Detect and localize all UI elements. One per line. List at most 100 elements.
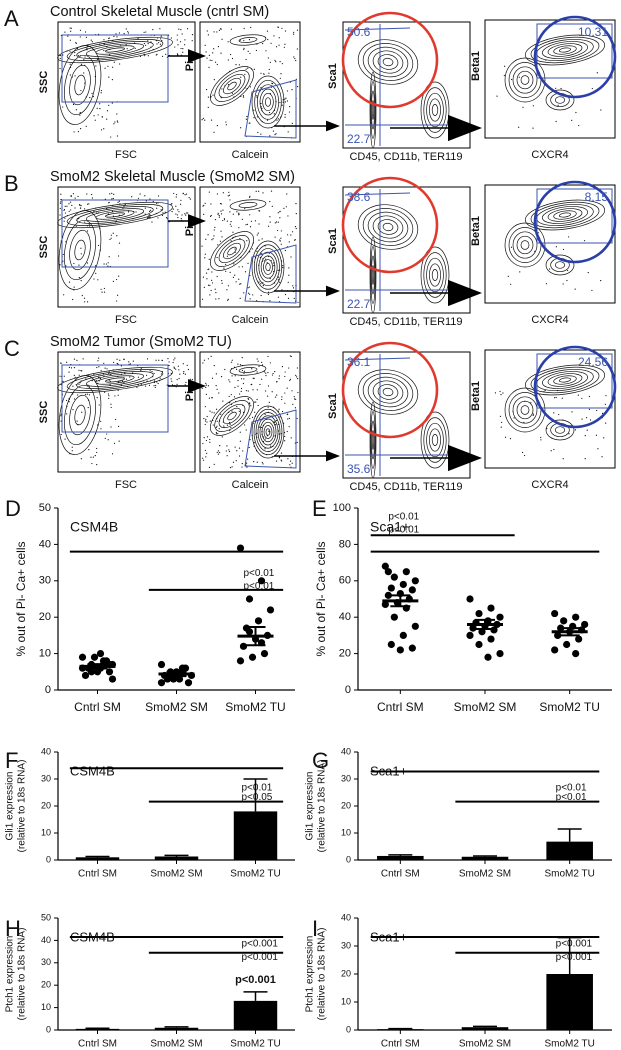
- event-dot: [149, 210, 151, 213]
- y-axis-label: % out of Pi- Ca+ cells: [14, 541, 28, 656]
- contour: [547, 43, 583, 57]
- contour: [423, 87, 447, 133]
- event-dot: [202, 442, 204, 445]
- event-dot: [145, 44, 147, 46]
- event-dot: [245, 224, 247, 226]
- event-dot: [69, 39, 71, 41]
- event-dot: [240, 127, 242, 129]
- event-dot: [216, 256, 218, 259]
- contour: [253, 244, 283, 290]
- event-dot: [189, 378, 191, 380]
- event-dot: [84, 31, 87, 33]
- event-dot: [243, 39, 245, 42]
- event-dot: [269, 135, 271, 137]
- event-dot: [156, 202, 158, 204]
- event-dot: [182, 363, 184, 365]
- event-dot: [545, 283, 548, 285]
- event-dot: [255, 49, 258, 52]
- event-dot: [149, 198, 151, 200]
- event-dot: [88, 203, 90, 205]
- event-dot: [600, 280, 602, 282]
- event-dot: [62, 253, 64, 256]
- gate: [244, 409, 297, 469]
- event-dot: [284, 116, 286, 118]
- event-dot: [175, 205, 177, 207]
- event-dot: [221, 282, 223, 284]
- contour: [263, 425, 273, 439]
- event-dot: [256, 234, 258, 236]
- x-tick-label: Cntrl SM: [381, 1039, 420, 1050]
- contour: [504, 387, 546, 433]
- event-dot: [254, 411, 256, 413]
- contour: [362, 43, 414, 81]
- event-dot: [143, 42, 145, 45]
- event-dot: [226, 289, 228, 291]
- event-dot: [80, 253, 82, 255]
- event-dot: [91, 193, 93, 196]
- event-dot: [161, 214, 164, 217]
- event-dot: [282, 99, 284, 101]
- contour: [85, 43, 145, 57]
- event-dot: [239, 39, 241, 41]
- event-dot: [70, 27, 72, 29]
- event-dot: [596, 409, 598, 412]
- event-dot: [209, 59, 211, 61]
- contour: [57, 201, 173, 229]
- event-dot: [274, 396, 277, 398]
- event-dot: [279, 61, 281, 63]
- event-dot: [212, 52, 214, 54]
- event-dot: [494, 392, 497, 394]
- x-tick-label: SmoM2 SM: [150, 1039, 202, 1050]
- event-dot: [221, 88, 223, 90]
- event-dot: [185, 214, 187, 216]
- event-dot: [108, 379, 110, 381]
- event-dot: [229, 223, 231, 225]
- event-dot: [228, 449, 230, 451]
- event-dot: [202, 276, 205, 278]
- event-dot: [575, 111, 577, 114]
- data-point: [399, 631, 407, 640]
- event-dot: [127, 31, 129, 33]
- event-dot: [205, 238, 207, 240]
- event-dot: [557, 104, 559, 106]
- event-dot: [238, 447, 241, 449]
- contour: [85, 373, 145, 387]
- event-dot: [91, 92, 93, 95]
- y-tick-label: 0: [345, 684, 351, 696]
- event-dot: [173, 367, 175, 369]
- contour: [420, 81, 450, 139]
- event-dot: [204, 420, 207, 422]
- event-dot: [293, 31, 295, 33]
- event-dot: [78, 264, 80, 266]
- event-dot: [173, 192, 175, 195]
- event-dot: [293, 396, 295, 398]
- gate: [244, 79, 297, 139]
- event-dot: [70, 30, 72, 32]
- event-dot: [96, 447, 98, 450]
- event-dot: [188, 197, 190, 199]
- event-dot: [260, 133, 262, 135]
- contour: [554, 96, 566, 104]
- event-dot: [289, 379, 291, 382]
- event-dot: [260, 283, 262, 285]
- event-dot: [292, 285, 294, 287]
- event-dot: [205, 272, 208, 274]
- event-dot: [115, 33, 117, 35]
- event-dot: [69, 27, 71, 29]
- event-dot: [283, 207, 285, 209]
- contour: [382, 222, 394, 232]
- contour: [362, 208, 414, 246]
- event-dot: [274, 370, 276, 373]
- event-dot: [159, 43, 162, 45]
- contour: [371, 255, 375, 295]
- event-dot: [165, 53, 167, 55]
- event-dot: [217, 450, 219, 452]
- gate-value: 35.6: [347, 462, 371, 476]
- event-dot: [59, 54, 61, 56]
- event-dot: [523, 421, 525, 423]
- event-dot: [137, 376, 140, 378]
- y-tick-label: 20: [39, 611, 51, 623]
- event-dot: [249, 214, 251, 216]
- event-dot: [149, 216, 151, 218]
- significance-label: p<0.01: [556, 792, 587, 803]
